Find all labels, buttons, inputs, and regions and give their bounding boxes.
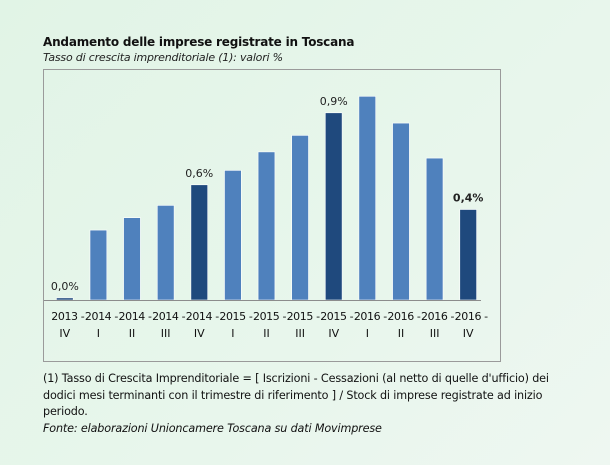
chart-title: Andamento delle imprese registrate in To… [43, 35, 355, 49]
x-tick-quarter-8: IV [328, 327, 339, 340]
x-tick-quarter-3: III [161, 327, 171, 340]
x-tick-year-9: 2016 - [354, 310, 387, 323]
bar-10 [392, 122, 410, 301]
bar-2 [123, 217, 141, 301]
chart-area: 2013 - IV 2014 - I 2014 - II 2014 - III 2014 - IV… [43, 69, 501, 362]
x-tick-year-12: 2016 - [455, 310, 488, 323]
x-tick-year-1: 2014 - [85, 310, 118, 323]
bar-11 [425, 157, 444, 301]
x-tick-year-7: 2015 - [287, 310, 320, 323]
x-tick-year-10: 2016 - [387, 310, 420, 323]
data-label-0: 0,0% [51, 280, 79, 293]
chart-subtitle: Tasso di crescita imprenditoriale (1): v… [43, 51, 283, 64]
bar-6 [257, 151, 276, 301]
x-tick-year-8: 2015 - [320, 310, 353, 323]
x-tick-year-11: 2016 - [421, 310, 454, 323]
x-tick-year-5: 2015 - [219, 310, 252, 323]
x-tick-year-3: 2014 - [152, 310, 185, 323]
footnote: (1) Tasso di Crescita Imprenditoriale = … [43, 371, 563, 437]
bar-8 [324, 112, 343, 301]
x-tick-quarter-2: II [129, 327, 136, 340]
x-tick-quarter-7: III [295, 327, 305, 340]
x-tick-year-0: 2013 - [51, 310, 84, 323]
x-tick-quarter-12: IV [463, 327, 474, 340]
x-tick-year-6: 2015 - [253, 310, 286, 323]
data-label-8: 0,9% [320, 95, 348, 108]
bar-7 [291, 135, 309, 301]
data-label-4: 0,6% [185, 167, 213, 180]
x-tick-year-4: 2014 - [186, 310, 219, 323]
bar-3 [157, 205, 175, 301]
bar-9 [358, 95, 376, 301]
bar-0 [56, 297, 74, 301]
bar-12 [459, 209, 477, 301]
x-tick-quarter-4: IV [194, 327, 205, 340]
x-tick-quarter-10: II [398, 327, 405, 340]
bar-5 [224, 170, 242, 301]
x-tick-quarter-1: I [97, 327, 100, 340]
bar-1 [89, 229, 108, 301]
bar-4 [190, 184, 208, 301]
x-tick-quarter-0: IV [59, 327, 70, 340]
footnote-source: Fonte: elaborazioni Unioncamere Toscana … [43, 421, 382, 435]
footnote-definition: (1) Tasso di Crescita Imprenditoriale = … [43, 372, 549, 418]
x-tick-quarter-11: III [430, 327, 440, 340]
data-label-12: 0,4% [453, 191, 484, 204]
x-tick-year-2: 2014 - [119, 310, 152, 323]
x-tick-quarter-5: I [231, 327, 234, 340]
x-tick-quarter-6: II [263, 327, 270, 340]
x-tick-quarter-9: I [366, 327, 369, 340]
